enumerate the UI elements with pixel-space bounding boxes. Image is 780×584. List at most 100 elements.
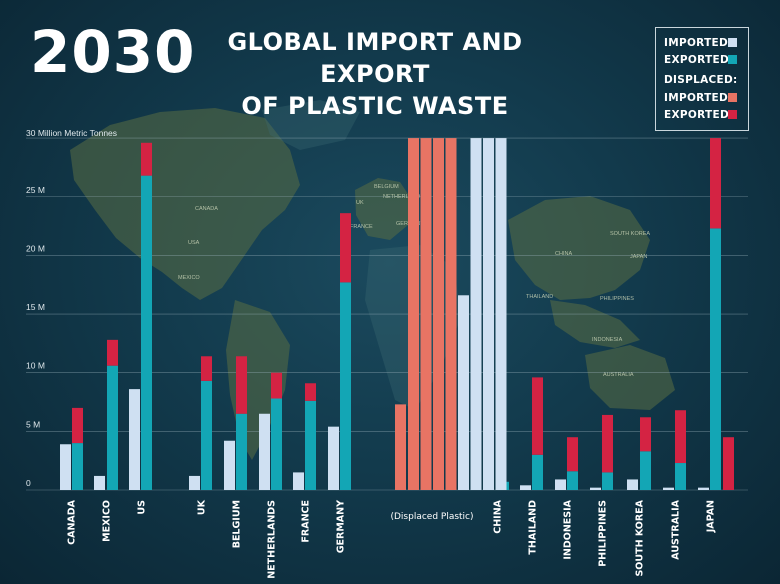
title-line-2: OF PLASTIC WASTE <box>241 92 509 120</box>
y-tick-label: 15 M <box>26 302 45 312</box>
bar-canada-imported <box>60 444 71 490</box>
x-label-china: CHINA <box>492 499 503 533</box>
bar-displaced-china-imported-3 <box>483 138 494 490</box>
bar-displaced-china-imported-1 <box>458 295 469 490</box>
bar-germany-imported <box>328 426 339 490</box>
asia-landmass <box>508 196 650 300</box>
bar-displaced-imported-1 <box>408 138 419 490</box>
x-label-south-korea: SOUTH KOREA <box>634 499 645 576</box>
europe-landmass <box>355 178 412 240</box>
bar-thailand-imported <box>520 485 531 490</box>
australia-landmass <box>585 345 675 410</box>
map-label-canada: CANADA <box>195 206 218 212</box>
bar-australia-imported <box>663 487 674 490</box>
bar-displaced-imported-2 <box>420 138 432 490</box>
map-label-thailand: THAILAND <box>526 294 553 300</box>
map-label-belgium: BELGIUM <box>374 184 399 190</box>
x-label-thailand: THAILAND <box>527 500 538 555</box>
x-label-indonesia: INDONESIA <box>562 499 573 559</box>
legend-displaced-exported-label: EXPORTED <box>664 109 729 121</box>
bar-displaced-imported-3 <box>433 138 444 490</box>
bar-displaced-china-imported-2 <box>470 138 482 490</box>
bar-south-korea-exported <box>640 451 651 490</box>
y-tick-label: 0 <box>26 478 31 488</box>
north-america-landmass <box>70 108 300 300</box>
southeast-asia-landmass <box>550 300 640 348</box>
bar-displaced-china-imported-4 <box>495 138 507 490</box>
bar-indonesia-imported <box>555 479 566 490</box>
map-label-usa: USA <box>188 240 200 246</box>
bar-france-displaced-exported <box>305 383 316 401</box>
map-label-philippines: PHILIPPINES <box>600 296 634 302</box>
bar-japan-exported <box>710 228 721 490</box>
map-label-indonesia: INDONESIA <box>592 337 623 343</box>
world-map: CANADA USA MEXICO UK BELGIUM NETHERLANDS… <box>70 100 675 460</box>
map-label-china: CHINA <box>555 251 572 257</box>
map-label-japan: JAPAN <box>630 254 647 260</box>
x-label-netherlands: NETHERLANDS <box>266 500 277 579</box>
y-tick-label: 25 M <box>26 185 45 195</box>
legend-displaced-imported-swatch <box>728 93 737 102</box>
chart-title: GLOBAL IMPORT AND EXPORT OF PLASTIC WAST… <box>200 26 550 122</box>
bar-thailand-displaced-exported <box>532 377 543 455</box>
map-label-france: FRANCE <box>350 224 373 230</box>
bar-south-korea-imported <box>627 479 638 490</box>
title-line-1: GLOBAL IMPORT AND EXPORT <box>227 28 523 88</box>
x-axis-labels: CANADA MEXICO US UK BELGIUM NETHERLANDS FRANCE… <box>66 499 716 578</box>
map-label-mexico: MEXICO <box>178 275 200 281</box>
bar-us-exported <box>141 175 152 491</box>
bar-germany-exported <box>340 282 351 490</box>
bar-belgium-exported <box>236 413 247 490</box>
bar-canada-exported <box>72 443 83 490</box>
y-tick-label: 20 M <box>26 243 45 253</box>
bar-uk-imported <box>189 475 200 490</box>
y-tick-label: 10 M <box>26 361 45 371</box>
legend-imported-label: IMPORTED <box>664 37 729 49</box>
bars <box>60 138 734 491</box>
bar-thailand-exported <box>532 454 543 490</box>
x-label-france: FRANCE <box>300 500 311 543</box>
map-label-uk: UK <box>356 200 364 206</box>
bar-uk-displaced-exported <box>201 356 212 381</box>
x-label-australia: AUSTRALIA <box>670 499 681 559</box>
bar-us-imported <box>129 389 140 490</box>
bar-japan-displaced-exported <box>710 138 721 229</box>
bar-netherlands-displaced-exported <box>271 372 282 399</box>
bar-australia-displaced-exported <box>675 410 686 464</box>
y-axis: 30 Million Metric Tonnes 0 5 M 10 M 15 M 20 … <box>26 128 117 488</box>
x-label-uk: UK <box>196 499 207 515</box>
legend: IMPORTED EXPORTED DISPLACED: IMPORTED EX… <box>655 27 749 131</box>
x-label-us: US <box>136 500 147 515</box>
legend-exported-swatch <box>728 55 737 64</box>
map-label-south-korea: SOUTH KOREA <box>610 231 650 237</box>
bar-displaced-exported-spill <box>395 404 406 490</box>
x-label-philippines: PHILIPPINES <box>597 500 608 567</box>
bar-germany-displaced-exported <box>340 213 351 283</box>
greenland-landmass <box>262 100 360 150</box>
bar-indonesia-displaced-exported <box>567 437 578 472</box>
x-label-mexico: MEXICO <box>101 500 112 542</box>
bar-philippines-displaced-exported <box>602 414 613 473</box>
bar-indonesia-exported <box>567 471 578 490</box>
bar-displaced-imported-4 <box>445 138 457 490</box>
bar-mexico-imported <box>94 475 105 490</box>
bar-france-exported <box>305 400 316 490</box>
legend-exported-label: EXPORTED <box>664 54 729 66</box>
bar-philippines-imported <box>590 487 601 490</box>
x-label-displaced-plastic: (Displaced Plastic) <box>390 512 473 522</box>
x-label-belgium: BELGIUM <box>231 500 242 548</box>
bar-belgium-imported <box>224 440 235 490</box>
bar-netherlands-exported <box>271 398 282 490</box>
bar-canada-displaced-exported <box>72 407 83 444</box>
bar-us-displaced-exported <box>141 142 152 176</box>
x-label-canada: CANADA <box>66 499 77 545</box>
bar-netherlands-imported <box>259 413 270 490</box>
bar-mexico-exported <box>107 365 118 490</box>
bar-south-korea-displaced-exported <box>640 417 651 452</box>
y-axis-title: 30 Million Metric Tonnes <box>26 128 117 138</box>
x-label-japan: JAPAN <box>705 500 716 533</box>
y-tick-label: 5 M <box>26 419 40 429</box>
bar-australia-exported <box>675 463 686 490</box>
